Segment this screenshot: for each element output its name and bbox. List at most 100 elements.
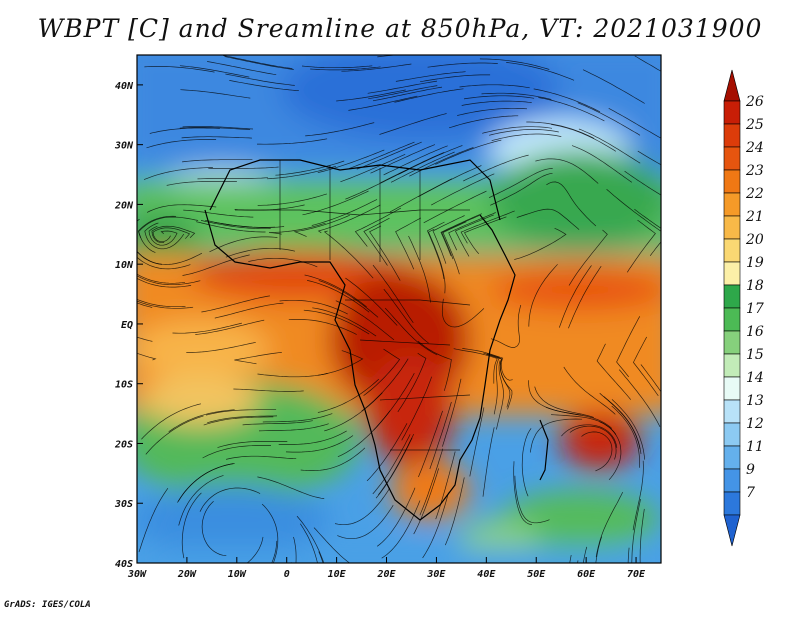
streamline (408, 235, 431, 303)
streamline (513, 461, 533, 526)
streamline (207, 61, 277, 76)
streamline (420, 74, 491, 83)
streamline (383, 145, 448, 176)
streamline (460, 210, 515, 244)
streamline (137, 256, 191, 270)
streamline (457, 107, 528, 116)
longitude-axis: 30W 20W 10W 0 10E 20E 30E 40E 50E 60E 70E (127, 557, 646, 580)
streamline (634, 55, 661, 72)
streamline (595, 536, 603, 563)
map-panel (137, 55, 661, 563)
colorbar-swatch (723, 514, 741, 547)
streamline (201, 501, 227, 557)
colorbar-label: 21 (745, 209, 764, 225)
streamline (234, 352, 282, 365)
streamline (582, 546, 588, 563)
streamline (482, 126, 553, 134)
streamline (257, 373, 328, 378)
streamline (146, 139, 217, 149)
streamline (442, 221, 467, 275)
streamline (183, 209, 254, 218)
streamline (551, 124, 616, 152)
streamline (166, 181, 237, 186)
streamline (453, 348, 498, 384)
chart-title: WBPT [C] and Sreamline at 850hPa, VT: 20… (37, 14, 763, 43)
streamline (152, 227, 191, 243)
lon-tick-label: 30W (127, 569, 147, 580)
streamline (144, 66, 215, 73)
streamline (199, 487, 261, 512)
streamline (546, 181, 597, 227)
streamline (432, 215, 465, 264)
streamline (441, 214, 480, 260)
streamline (370, 144, 436, 174)
streamline (427, 62, 498, 68)
lat-tick-label: 30S (114, 499, 133, 510)
colorbar-swatch (723, 491, 741, 516)
colorbar-label: 16 (746, 324, 764, 340)
streamline (137, 273, 186, 284)
streamline (426, 221, 445, 280)
streamline (335, 300, 395, 341)
wbpt-field (137, 55, 661, 563)
streamline (178, 475, 224, 526)
credit-label: GrADS: IGES/COLA (4, 600, 91, 610)
colorbar-swatch (723, 330, 741, 355)
lat-tick-label: 40N (115, 81, 134, 92)
coastlines (204, 159, 549, 521)
streamline (514, 475, 550, 524)
streamline (639, 508, 645, 563)
colorbar-swatch (723, 422, 741, 447)
colorbar-swatch (723, 192, 741, 217)
colorbar: 26 25 24 23 22 21 20 19 18 17 16 15 14 13 12 11 9 7 (723, 69, 764, 547)
streamline (348, 95, 418, 111)
streamline (462, 348, 513, 381)
streamline (384, 307, 438, 356)
streamline (323, 230, 374, 279)
lat-tick-label: 40S (115, 559, 133, 570)
colorbar-label: 11 (746, 439, 764, 455)
streamline (148, 225, 178, 246)
streamline (145, 415, 204, 455)
streamline (397, 352, 427, 413)
streamline (200, 220, 271, 230)
streamline (181, 136, 252, 139)
streamline (262, 413, 333, 423)
colorbar-swatch (723, 284, 741, 309)
streamline (223, 55, 293, 69)
streamline (257, 193, 327, 206)
streamline (205, 219, 276, 228)
streamline (435, 451, 456, 520)
latitude-axis: 40N 30N 20N 10N EQ 10S 20S 30S 40S (114, 81, 143, 570)
streamline (354, 207, 402, 247)
streamline (293, 536, 297, 563)
streamline (285, 435, 354, 453)
streamline (310, 66, 381, 71)
streamline (595, 491, 624, 557)
streamline (435, 139, 502, 165)
streamline (418, 410, 443, 478)
streamline (481, 92, 552, 100)
streamline (379, 113, 447, 135)
streamline (627, 219, 656, 273)
streamline (226, 455, 297, 460)
streamline (383, 288, 429, 344)
streamline (296, 515, 325, 563)
country-borders (235, 160, 471, 451)
streamline (224, 56, 294, 70)
streamline (258, 423, 329, 432)
streamline (201, 295, 270, 313)
streamline (488, 168, 553, 199)
streamline (394, 88, 464, 103)
streamline (209, 236, 278, 253)
streamline (395, 217, 422, 270)
streamline (611, 399, 646, 460)
streamline (569, 425, 617, 460)
streamline (582, 69, 645, 104)
streamline (419, 448, 444, 516)
lat-tick-label: 20S (114, 439, 133, 450)
colorbar-label: 15 (746, 347, 764, 363)
streamline (301, 65, 373, 69)
streamline (137, 251, 203, 265)
